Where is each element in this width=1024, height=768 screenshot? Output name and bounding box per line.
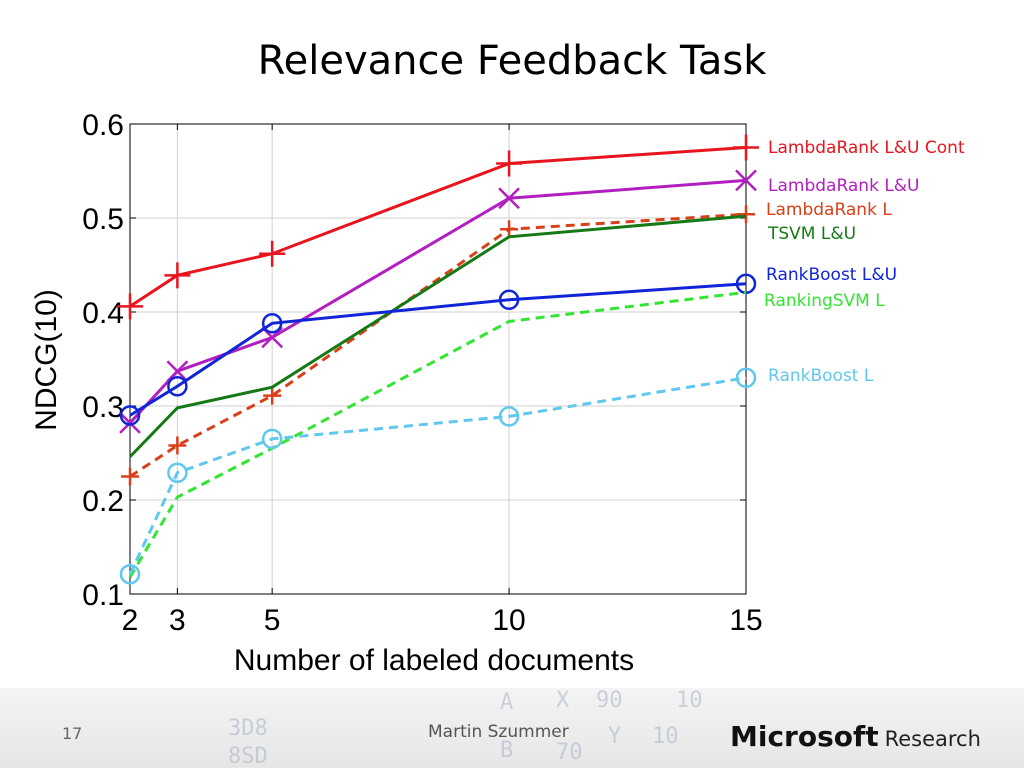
legend-entry: LambdaRank L&U	[768, 176, 920, 196]
y-axis-label: NDCG(10)	[30, 289, 63, 431]
x-axis-label: Number of labeled documents	[234, 644, 634, 677]
data-point	[498, 406, 520, 427]
data-point	[167, 462, 188, 483]
axis-ticks: 2 3 5 10 15 0.1 0.2 0.3 0.4 0.5 0.6	[82, 109, 762, 637]
data-point	[263, 386, 282, 405]
y-tick-label: 0.4	[82, 297, 124, 330]
plot-frame	[129, 123, 747, 595]
data-point	[167, 376, 188, 397]
series-line	[129, 212, 747, 478]
series-3	[128, 214, 747, 458]
legend-entry: RankBoost L	[768, 366, 874, 386]
footer: A X 90 10 3D8 8SD B 70 Y 10 17 Martin Sz…	[0, 688, 1024, 768]
y-tick-label: 0.2	[82, 485, 124, 518]
legend-entry: LambdaRank L&U Cont	[768, 138, 965, 158]
legend-entry: RankingSVM L	[764, 291, 885, 311]
y-tick-label: 0.3	[82, 391, 124, 424]
author-name: Martin Szummer	[428, 722, 569, 742]
series-4	[119, 273, 757, 426]
line-chart: 2 3 5 10 15 0.1 0.2 0.3 0.4 0.5 0.6 LambdaRank L&U…	[30, 109, 965, 677]
data-point	[737, 205, 755, 224]
background-handwriting: Y	[608, 724, 622, 749]
y-tick-label: 0.5	[82, 203, 124, 236]
data-point	[121, 467, 139, 486]
series-2	[121, 205, 755, 486]
data-point	[119, 564, 141, 585]
x-tick-label: 5	[264, 604, 281, 637]
x-tick-label: 3	[169, 604, 186, 637]
data-point	[261, 428, 283, 450]
series-line	[128, 178, 747, 424]
legend-entry: LambdaRank L	[766, 200, 892, 220]
grid-lines	[129, 123, 747, 595]
series-6	[119, 367, 757, 585]
x-tick-label: 2	[122, 604, 139, 637]
x-tick-label: 15	[729, 604, 762, 637]
background-handwriting: B	[500, 738, 514, 763]
series-line	[128, 376, 747, 575]
background-handwriting: 8SD	[228, 744, 268, 768]
series-line	[128, 290, 747, 578]
background-handwriting: X	[556, 688, 570, 713]
background-handwriting: 90	[596, 688, 623, 713]
brand-subtitle: Research	[884, 727, 981, 751]
slide-title: Relevance Feedback Task	[257, 38, 767, 84]
background-handwriting: 10	[676, 688, 703, 713]
microsoft-research-logo: Microsoft Research	[730, 720, 981, 753]
series-5	[128, 290, 747, 578]
data-point	[735, 367, 757, 389]
series-layer	[117, 134, 759, 585]
legend-entry: TSVM L&U	[767, 224, 856, 244]
background-handwriting: A	[500, 690, 514, 715]
data-point	[500, 220, 519, 239]
background-handwriting: 70	[556, 740, 583, 765]
data-point	[498, 187, 520, 210]
series-line	[129, 282, 747, 417]
y-tick-label: 0.1	[82, 579, 124, 612]
data-point	[117, 293, 143, 320]
data-point	[261, 313, 283, 334]
data-point	[119, 412, 141, 434]
data-point	[168, 436, 187, 455]
legend: LambdaRank L&U Cont LambdaRank L&U LambdaR…	[764, 138, 965, 386]
data-point	[733, 134, 759, 161]
legend-entry: RankBoost L&U	[766, 265, 897, 285]
data-point	[735, 169, 757, 192]
y-tick-label: 0.6	[82, 109, 124, 142]
background-handwriting: 3D8	[228, 716, 268, 741]
background-handwriting: 10	[652, 724, 679, 749]
data-point	[119, 405, 141, 426]
series-line	[128, 214, 747, 458]
data-point	[166, 360, 189, 383]
page-number: 17	[62, 724, 83, 743]
data-point	[496, 150, 523, 177]
data-point	[164, 262, 191, 289]
x-tick-label: 10	[492, 604, 525, 637]
data-point	[498, 289, 520, 311]
data-point	[259, 240, 286, 267]
series-0	[117, 134, 759, 320]
brand-name: Microsoft	[730, 720, 879, 753]
